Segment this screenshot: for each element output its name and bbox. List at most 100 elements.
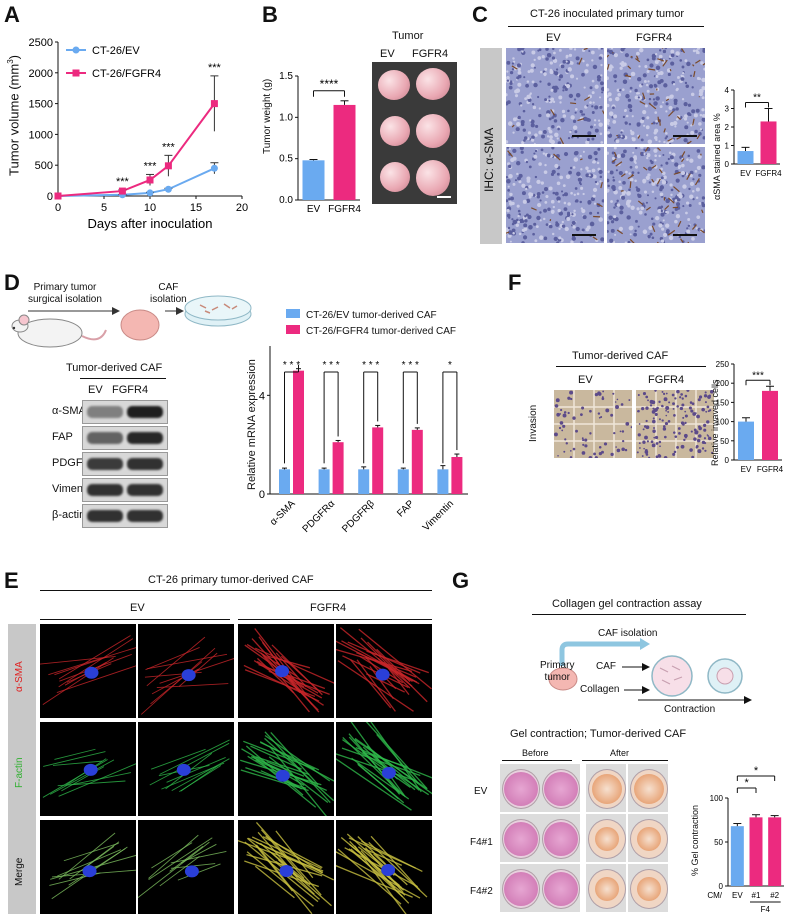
ihc-texture (506, 147, 604, 243)
if-image (238, 820, 334, 914)
blot-band (127, 406, 163, 418)
chart-f-bar (738, 421, 754, 460)
blot-row-label: α-SMA (52, 405, 86, 417)
chart-d-bar (411, 429, 423, 494)
chart-g-ytick-label: 0 (719, 882, 724, 891)
blot-strip (82, 400, 168, 424)
tumor-sample (378, 70, 410, 100)
tumor-sample (380, 162, 410, 192)
blot-strip (82, 478, 168, 502)
tumor-photo-title: Tumor (392, 30, 424, 42)
chart-a-xtick-label: 10 (144, 202, 156, 214)
blot-band (87, 406, 123, 418)
ihc-image-fgfr4-1 (607, 48, 705, 144)
panel-label-b: B (262, 2, 278, 27)
ihc-image-fgfr4-2 (607, 147, 705, 243)
panel-g-title: Collagen gel contraction assay (552, 598, 702, 610)
gel-well (540, 814, 580, 862)
g-gel-dish-icon (651, 655, 693, 697)
tumor-photo-col-fgfr4: FGFR4 (412, 48, 449, 60)
invasion-image-ev (554, 390, 632, 458)
gel-disc (544, 872, 578, 906)
chart-g-category-label: #2 (770, 891, 779, 900)
chart-c-asma-area: 0 1 2 3 4 EV FGFR4 ** (725, 86, 783, 178)
gel-well-circle (542, 769, 580, 809)
tumor-photo (372, 62, 457, 204)
gel-well-circle (588, 769, 626, 809)
gel-well (586, 864, 626, 912)
if-cell-drawing (336, 722, 432, 811)
tumor-sample (416, 114, 450, 148)
gel-well (628, 814, 668, 862)
chart-d-bar (372, 427, 384, 494)
chart-g-significance: * (745, 777, 750, 789)
chart-a-point (210, 164, 218, 172)
if-cell-drawing (240, 731, 334, 816)
chart-a-significance: *** (208, 62, 222, 74)
if-image (138, 722, 234, 816)
culture-dish-icon (184, 295, 252, 327)
chart-d-bar (397, 469, 409, 494)
invasion-texture (636, 390, 714, 458)
panel-label-f: F (508, 270, 522, 295)
chart-f-ytick-label: 150 (716, 398, 730, 407)
chart-a-significance: *** (162, 141, 176, 153)
chart-d-bar (451, 457, 463, 494)
mouse-icon (11, 314, 107, 348)
scheme-g-contraction: Contraction (664, 704, 716, 715)
blot-title-rule (80, 378, 166, 379)
panel-f-title: Tumor-derived CAF (572, 350, 669, 362)
chart-a-legend-marker-ev (72, 46, 80, 54)
if-image (336, 820, 432, 914)
ihc-image-ev-1 (506, 48, 604, 144)
chart-a-significance: *** (116, 176, 130, 188)
panel-label-g: G (452, 568, 470, 593)
chart-f-ytick-label: 100 (716, 418, 730, 427)
blot-band (127, 510, 163, 522)
chart-b-ytick-label: 1.5 (279, 71, 293, 82)
chart-b-tumor-weight: 0.0 0.5 1.0 1.5 EV FGFR4 **** (279, 71, 361, 215)
gel-well (540, 764, 580, 812)
blot-band (87, 432, 123, 444)
chart-d-bar (358, 469, 370, 494)
chart-a-point (54, 192, 62, 200)
gel-disc (595, 827, 619, 851)
chart-a-xlabel: Days after inoculation (87, 216, 212, 231)
if-group-ev: EV (130, 602, 145, 614)
tumor-scale-bar (437, 196, 451, 198)
chart-d-significance: * (448, 360, 452, 371)
blot-band (87, 458, 123, 470)
chart-a-ytick-label: 0 (47, 191, 53, 203)
chart-a-xtick-label: 15 (190, 202, 202, 214)
scheme-g-drawing (548, 638, 752, 704)
chart-d-ytick-label: 4 (259, 390, 265, 402)
chart-a-xtick-label: 5 (101, 202, 107, 214)
gel-well (586, 764, 626, 812)
gel-well-circle (630, 769, 668, 809)
if-side-bar (8, 624, 36, 914)
gel-well-circle (588, 869, 626, 909)
if-image (40, 722, 136, 816)
chart-b-ytick-label: 0.0 (279, 195, 293, 206)
chart-b-ytick-label: 0.5 (279, 154, 293, 165)
chart-d-legend-fgfr4: CT-26/FGFR4 tumor-derived CAF (306, 326, 457, 337)
chart-c-category-label: EV (740, 169, 751, 178)
chart-f-significance: *** (752, 370, 764, 381)
tumor-icon (120, 309, 160, 341)
chart-g-cm-label: CM/ (707, 891, 722, 900)
panel-c-title: CT-26 inoculated primary tumor (530, 8, 685, 20)
panel-e-title-rule (40, 590, 432, 591)
if-cell-drawing (243, 628, 334, 713)
chart-f-invaded-cells: 0 50 100 150 200 250 EV FGFR4 *** (716, 360, 784, 474)
gel-well-circle (542, 819, 580, 859)
chart-g-category-label: #1 (752, 891, 761, 900)
chart-d-legend-swatch-ev (286, 309, 300, 318)
chart-g-bar (730, 826, 744, 886)
if-group-ev-rule (40, 619, 230, 620)
chart-f-ytick-label: 0 (725, 456, 730, 465)
gel-well (500, 864, 540, 912)
chart-g-ytick-label: 50 (714, 838, 723, 847)
chart-g-significance: * (754, 765, 759, 777)
if-cell-drawing (138, 834, 227, 899)
chart-c-ytick-label: 3 (725, 105, 730, 114)
